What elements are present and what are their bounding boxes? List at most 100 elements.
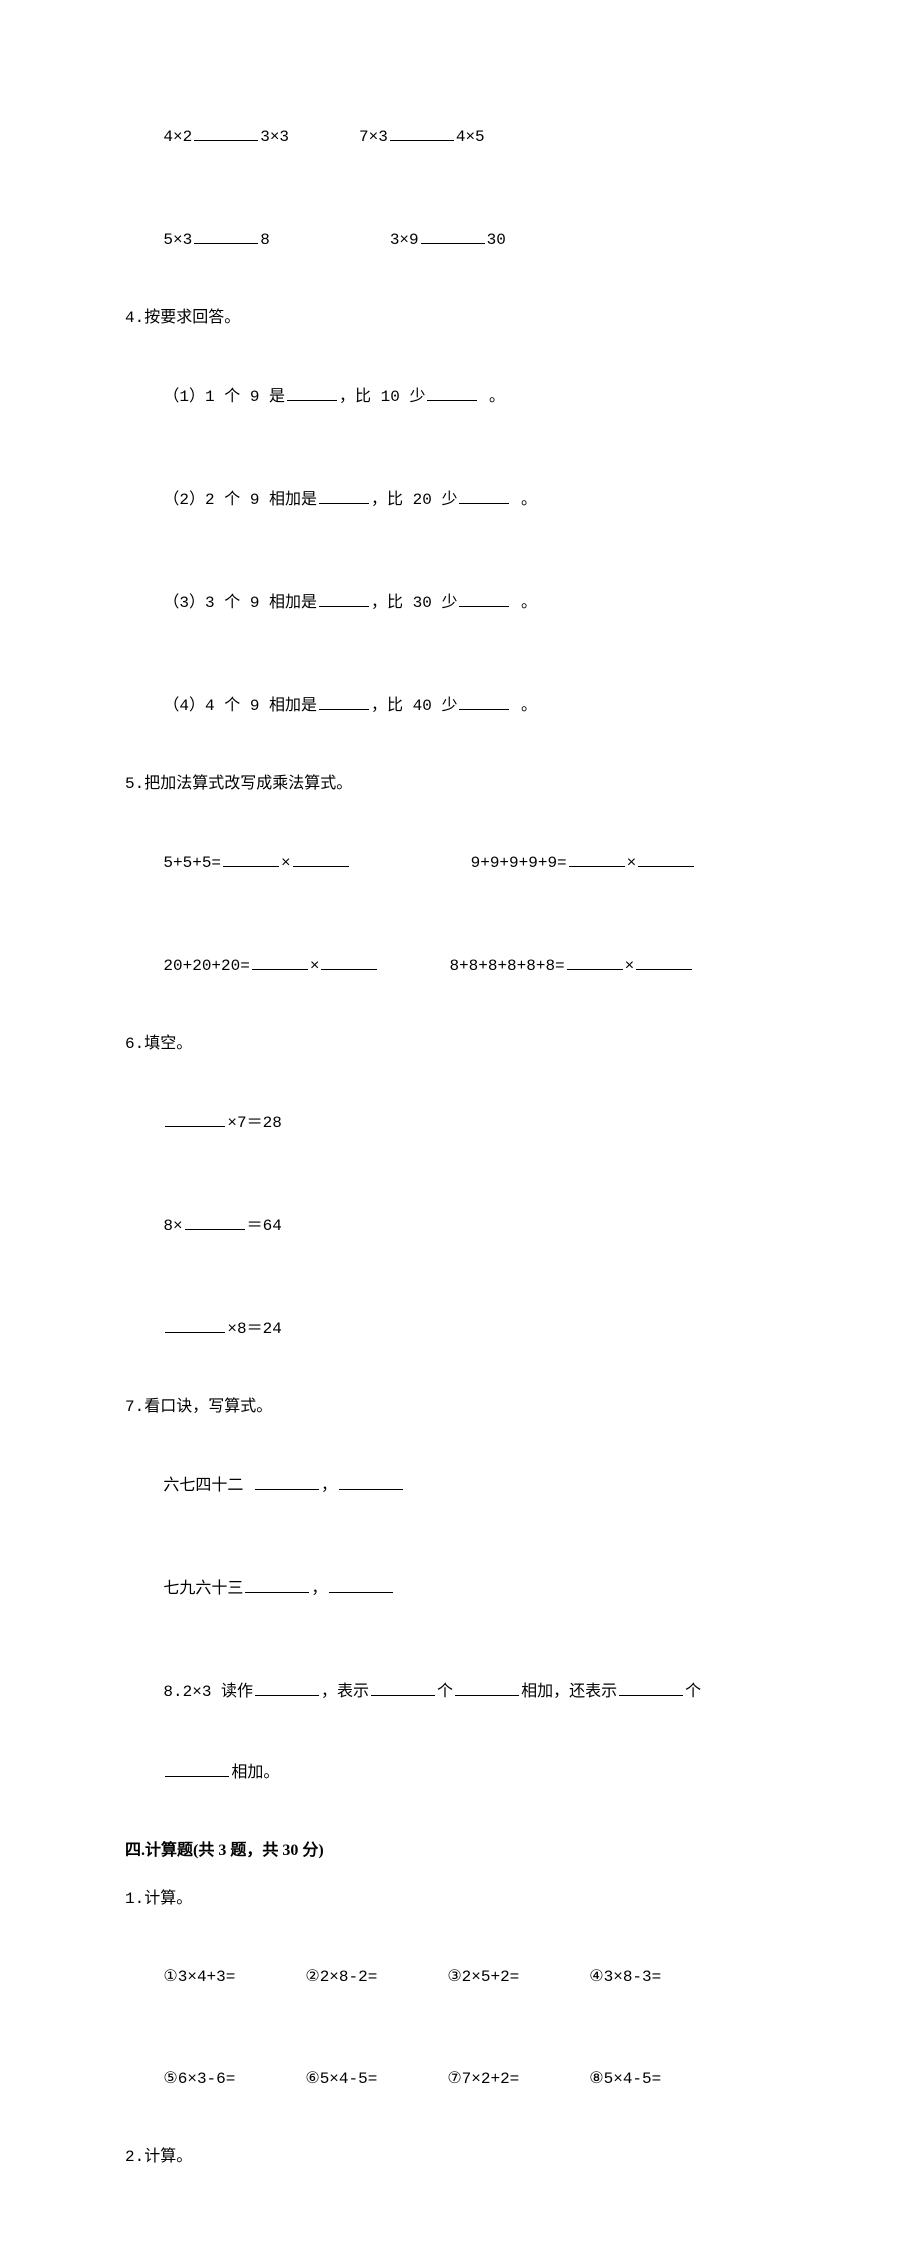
q4-2-mid: ，比 20 少 [371, 491, 457, 509]
blank [194, 124, 258, 141]
q4-1-mid: ，比 10 少 [339, 388, 425, 406]
q4-3-mid: ，比 30 少 [371, 594, 457, 612]
q3-r2-c: 3×9 [390, 231, 419, 249]
q8-prefix: 8.2×3 读作 [163, 1683, 253, 1701]
s4-q1-r1-d: ④3×8-3= [589, 1968, 661, 1986]
q4-item-1: （1）1 个 9 是 ，比 10 少 。 [125, 360, 795, 433]
blank [459, 693, 509, 710]
blank [252, 953, 308, 970]
q8-p4: 相加，还表示 [521, 1683, 617, 1701]
blank [638, 850, 694, 867]
s4-q1-r2-d: ⑧5×4-5= [589, 2070, 661, 2088]
q4-4-suffix: 。 [511, 697, 537, 715]
q6-l3-suffix: ×8＝24 [227, 1320, 281, 1338]
q3-row1: 4×2 3×3 7×3 4×5 [125, 100, 795, 173]
blank [223, 850, 279, 867]
blank [390, 124, 454, 141]
q5-r1-b: 9+9+9+9+9= [471, 854, 567, 872]
q4-item-4: （4）4 个 9 相加是 ，比 40 少 。 [125, 669, 795, 742]
q3-r2-d: 30 [487, 231, 506, 249]
q3-r1-b: 3×3 [260, 128, 289, 146]
q5-row2: 20+20+20= × 8+8+8+8+8+8= × [125, 929, 795, 1002]
q4-3-prefix: （3）3 个 9 相加是 [163, 594, 317, 612]
blank [319, 590, 369, 607]
q5-title: 5.把加法算式改写成乘法算式。 [125, 772, 795, 796]
q4-1-suffix: 。 [479, 388, 505, 406]
blank [459, 487, 509, 504]
q6-l2-suffix: ＝64 [247, 1217, 282, 1235]
q4-1-prefix: （1）1 个 9 是 [163, 388, 285, 406]
s4-q1-r1-b: ②2×8-2= [305, 1968, 377, 1986]
q4-2-suffix: 。 [511, 491, 537, 509]
times: × [627, 854, 637, 872]
q6-l1: ×7＝28 [125, 1086, 795, 1159]
times: × [310, 957, 320, 975]
q5-r1-a: 5+5+5= [163, 854, 221, 872]
q7-l2: 七九六十三 ， [125, 1552, 795, 1625]
blank [339, 1473, 403, 1490]
q7-l1: 六七四十二 ， [125, 1449, 795, 1522]
blank [636, 953, 692, 970]
q7-l2-text: 七九六十三 [163, 1580, 243, 1598]
blank [459, 590, 509, 607]
q3-r2-a: 5×3 [163, 231, 192, 249]
times: × [625, 957, 635, 975]
blank [194, 227, 258, 244]
blank [567, 953, 623, 970]
q5-r2-a: 20+20+20= [163, 957, 249, 975]
blank [421, 227, 485, 244]
q3-r1-d: 4×5 [456, 128, 485, 146]
q4-item-2: （2）2 个 9 相加是 ，比 20 少 。 [125, 463, 795, 536]
worksheet-page: 4×23×37×34×5 5×383×930 4.按要求回答。 （1）1 个 9… [0, 0, 920, 2249]
s4-q1-title: 1.计算。 [125, 1887, 795, 1911]
s4-q1-r2-b: ⑥5×4-5= [305, 2070, 377, 2088]
q4-2-prefix: （2）2 个 9 相加是 [163, 491, 317, 509]
times: × [281, 854, 291, 872]
section4-title: 四.计算题(共 3 题，共 30 分) [125, 1839, 795, 1863]
q8-p2: ，表示 [321, 1683, 369, 1701]
blank [287, 384, 337, 401]
q3-r2-b: 8 [260, 231, 270, 249]
blank [293, 850, 349, 867]
blank [619, 1679, 683, 1696]
s4-q1-row2: ⑤6×3-6= ⑥5×4-5= ⑦7×2+2= ⑧5×4-5= [125, 2043, 795, 2115]
blank [255, 1473, 319, 1490]
blank [255, 1679, 319, 1696]
blank [165, 1110, 225, 1127]
blank [319, 487, 369, 504]
blank [455, 1679, 519, 1696]
s4-q1-r1-c: ③2×5+2= [447, 1968, 519, 1986]
blank [319, 693, 369, 710]
s4-q1-r2-c: ⑦7×2+2= [447, 2070, 519, 2088]
blank [371, 1679, 435, 1696]
comma: ， [311, 1580, 327, 1598]
q5-row1: 5+5+5= × 9+9+9+9+9= × [125, 826, 795, 899]
q8-line2: 相加。 [125, 1736, 795, 1809]
q3-row2: 5×3 8 3×9 30 [125, 203, 795, 276]
blank [165, 1760, 229, 1777]
comma: ， [321, 1477, 337, 1495]
s4-q1-r2-a: ⑤6×3-6= [163, 2070, 235, 2088]
q8-p6: 相加。 [231, 1764, 279, 1782]
q4-3-suffix: 。 [511, 594, 537, 612]
blank [321, 953, 377, 970]
q3-r1-c: 7×3 [359, 128, 388, 146]
blank [569, 850, 625, 867]
s4-q2-title: 2.计算。 [125, 2145, 795, 2169]
blank [165, 1316, 225, 1333]
q6-l2: 8× ＝64 [125, 1189, 795, 1262]
q4-4-prefix: （4）4 个 9 相加是 [163, 697, 317, 715]
q6-title: 6.填空。 [125, 1032, 795, 1056]
q7-l1-text: 六七四十二 [163, 1477, 253, 1495]
q4-4-mid: ，比 40 少 [371, 697, 457, 715]
q6-l1-suffix: ×7＝28 [227, 1114, 281, 1132]
q6-l2-prefix: 8× [163, 1217, 182, 1235]
q7-title: 7.看口诀，写算式。 [125, 1395, 795, 1419]
q3-r1-a: 4×2 [163, 128, 192, 146]
blank [329, 1576, 393, 1593]
blank [185, 1213, 245, 1230]
blank [427, 384, 477, 401]
q5-r2-b: 8+8+8+8+8+8= [449, 957, 564, 975]
q8-p5: 个 [685, 1683, 701, 1701]
blank [245, 1576, 309, 1593]
